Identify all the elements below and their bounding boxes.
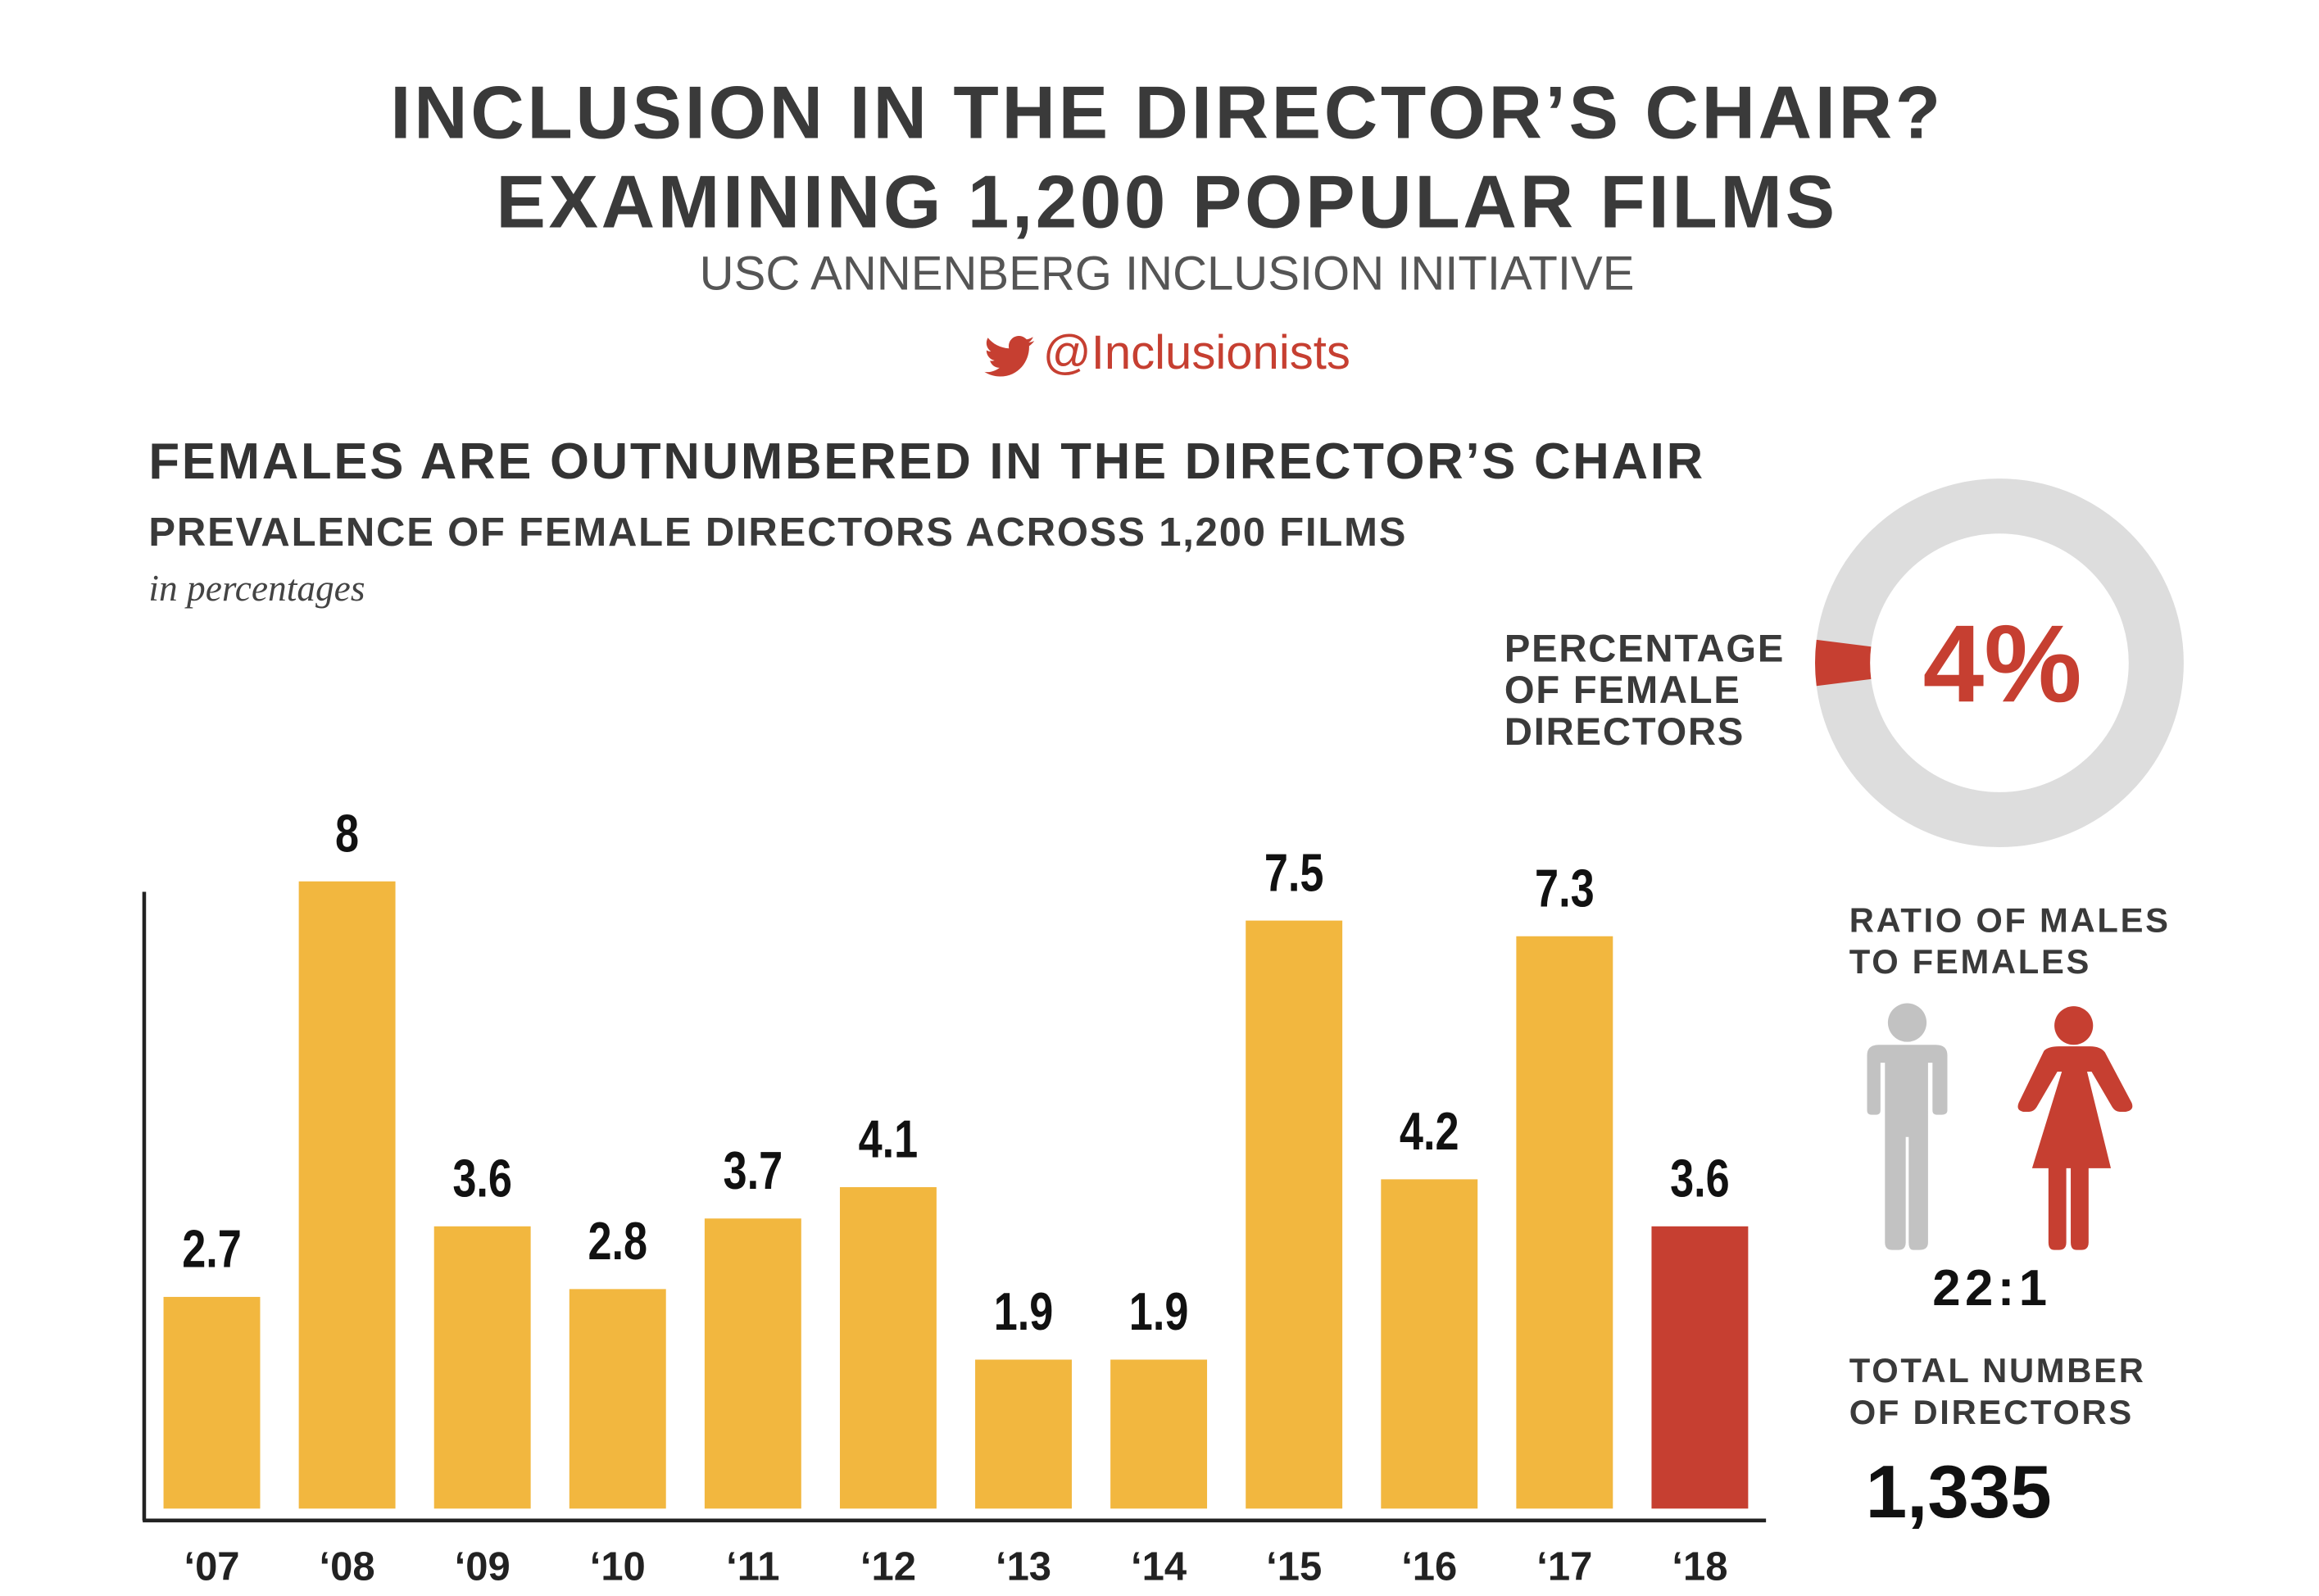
donut-chart: 4%: [1815, 478, 2184, 848]
male-figure-icon: [1867, 1003, 1948, 1250]
bar-value-label: 2.7: [182, 1218, 242, 1279]
donut-slice: [1815, 639, 1872, 687]
bar-0: [163, 1296, 261, 1509]
bar-value-label: 3.6: [452, 1148, 512, 1208]
chart-title: PREVALENCE OF FEMALE DIRECTORS ACROSS 1,…: [148, 510, 1408, 555]
bar-10: [1516, 936, 1613, 1509]
bar-value-label: 1.9: [994, 1281, 1054, 1342]
bar-value-label: 3.7: [724, 1140, 783, 1200]
bar-value-label: 7.3: [1535, 858, 1595, 918]
ratio-label-line: RATIO OF MALES: [1849, 900, 2171, 940]
ratio-label-line: TO FEMALES: [1849, 942, 2092, 982]
bar-11: [1651, 1226, 1749, 1509]
ratio-figures: [1867, 1003, 2133, 1250]
x-tick-label: ‘17: [1536, 1544, 1592, 1589]
bar-value-label: 7.5: [1264, 842, 1324, 903]
title-line-2: EXAMINING 1,200 POPULAR FILMS: [496, 160, 1838, 244]
bar-4: [704, 1218, 801, 1509]
x-tick-label: ‘14: [1131, 1544, 1187, 1589]
bar-chart: 2.7 ‘07 8 ‘08 3.6 ‘09 2.8 ‘10 3.7 ‘11 4.1 ‘12 1.9 ‘13…: [142, 803, 1767, 1589]
total-value: 1,335: [1865, 1450, 2052, 1535]
bar-3: [569, 1289, 666, 1509]
chart-unit: in percentages: [148, 569, 365, 610]
bar-7: [1110, 1359, 1208, 1509]
section-heading: FEMALES ARE OUTNUMBERED IN THE DIRECTOR’…: [148, 433, 1705, 491]
x-tick-label: ‘16: [1401, 1544, 1457, 1589]
bar-9: [1381, 1179, 1478, 1509]
donut-value: 4%: [1923, 602, 2082, 725]
bar-6: [975, 1359, 1072, 1509]
ratio-value: 22:1: [1932, 1260, 2052, 1317]
bar-value-label: 2.8: [588, 1210, 647, 1271]
x-tick-label: ‘18: [1672, 1544, 1727, 1589]
x-tick-label: ‘15: [1266, 1544, 1322, 1589]
x-tick-label: ‘13: [996, 1544, 1051, 1589]
total-label-line: OF DIRECTORS: [1849, 1392, 2134, 1431]
bar-value-label: 1.9: [1129, 1281, 1189, 1342]
total-label: TOTAL NUMBER OF DIRECTORS: [1849, 1349, 2146, 1433]
bar-1: [298, 881, 396, 1509]
title-line-1: INCLUSION IN THE DIRECTOR’S CHAIR?: [390, 71, 1944, 155]
female-figure-icon: [2017, 1006, 2133, 1250]
donut-label: PERCENTAGE OF FEMALE DIRECTORS: [1504, 628, 1785, 752]
bar-5: [839, 1186, 937, 1509]
x-tick-label: ‘07: [184, 1544, 239, 1589]
total-label-line: TOTAL NUMBER: [1849, 1351, 2146, 1390]
x-tick-label: ‘12: [860, 1544, 916, 1589]
x-tick-label: ‘11: [726, 1544, 779, 1589]
x-tick-label: ‘09: [455, 1544, 511, 1589]
subtitle: USC ANNENBERG INCLUSION INITIATIVE: [699, 247, 1635, 301]
bar-2: [433, 1226, 531, 1509]
twitter-bird-icon: [983, 335, 1034, 377]
twitter-handle[interactable]: @Inclusionists: [0, 325, 2319, 380]
bar-8: [1246, 920, 1343, 1509]
bar-value-label: 4.2: [1400, 1100, 1459, 1161]
bar-value-label: 8: [335, 803, 359, 864]
x-tick-label: ‘08: [320, 1544, 375, 1589]
donut-label-line: OF FEMALE: [1504, 667, 1741, 712]
x-tick-label: ‘10: [590, 1544, 646, 1589]
ratio-label: RATIO OF MALES TO FEMALES: [1849, 900, 2171, 983]
bar-value-label: 4.1: [859, 1109, 919, 1169]
donut-label-line: DIRECTORS: [1504, 709, 1745, 754]
bar-value-label: 3.6: [1670, 1148, 1730, 1208]
donut-label-line: PERCENTAGE: [1504, 625, 1786, 671]
twitter-handle-text: @Inclusionists: [1042, 325, 1350, 379]
